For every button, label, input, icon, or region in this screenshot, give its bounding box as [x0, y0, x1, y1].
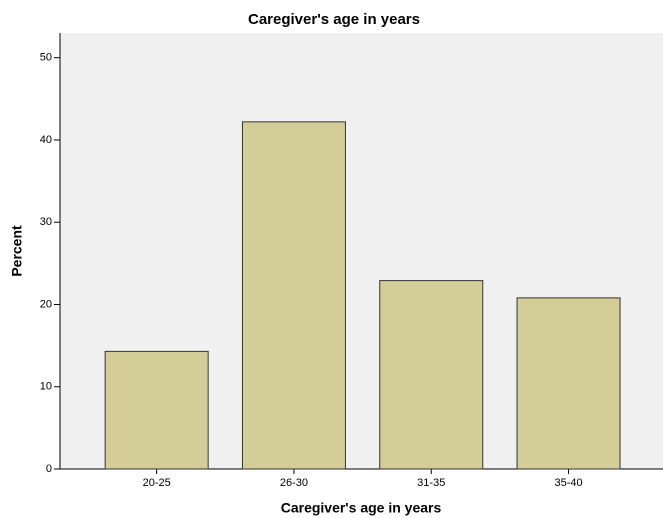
x-tick-label: 31-35 [417, 477, 445, 489]
y-tick-label: 30 [40, 216, 52, 228]
y-axis-title: Percent [9, 225, 25, 277]
y-tick-label: 50 [40, 52, 52, 64]
bar [516, 297, 621, 470]
y-tick-label: 0 [46, 463, 52, 475]
bar [379, 280, 484, 470]
x-axis-title: Caregiver's age in years [281, 500, 442, 516]
y-tick-label: 20 [40, 298, 52, 310]
chart-title: Caregiver's age in years [248, 11, 420, 28]
y-tick-label: 40 [40, 134, 52, 146]
bar [104, 350, 209, 470]
x-tick-label: 35-40 [554, 477, 582, 489]
x-tick-label: 26-30 [280, 477, 308, 489]
bar [241, 121, 346, 470]
y-tick-label: 10 [40, 381, 52, 393]
x-tick-label: 20-25 [143, 477, 171, 489]
